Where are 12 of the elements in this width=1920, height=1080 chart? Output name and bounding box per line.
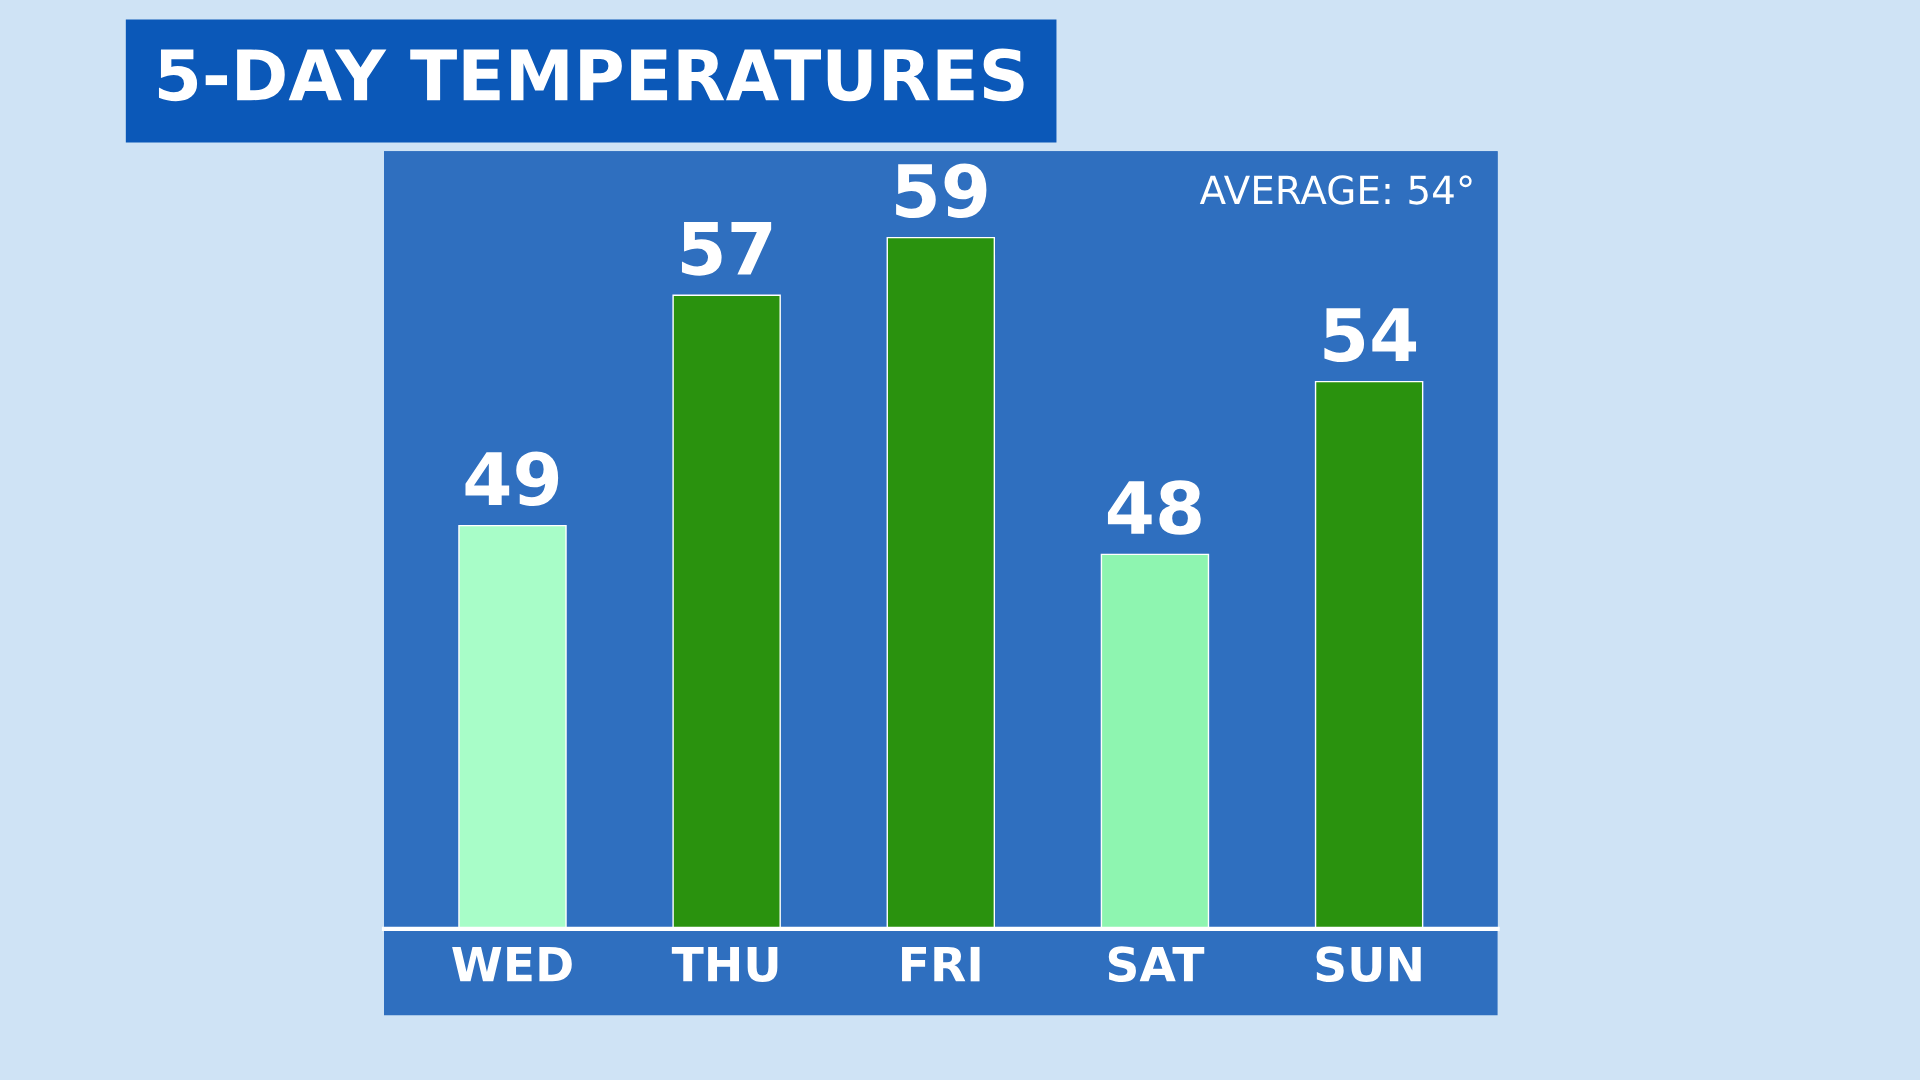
x-tick-label: WED (452, 946, 572, 982)
x-tick-label: SAT (1108, 946, 1205, 983)
x-tick-label: SUN (1316, 946, 1421, 983)
data-label: 48 (1107, 480, 1201, 535)
data-label: 54 (1324, 308, 1417, 363)
data-label: 49 (465, 451, 559, 507)
data-label: 57 (681, 221, 772, 276)
annotation: AVERAGE: 54° (1199, 175, 1472, 205)
x-tick-label: THU (671, 946, 778, 983)
chart-title: 5-DAY TEMPERATURES (158, 48, 1024, 102)
x-tick-label: FRI (902, 946, 980, 982)
data-label: 59 (896, 163, 987, 219)
